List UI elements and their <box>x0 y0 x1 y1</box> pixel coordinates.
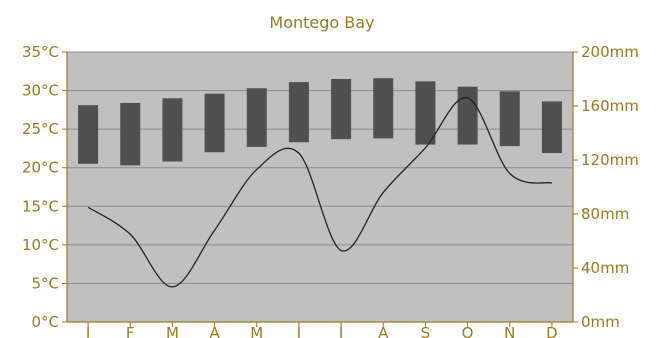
month-label-3: A <box>209 324 220 338</box>
temp-bar-4 <box>246 88 267 147</box>
month-label-9: O <box>462 324 474 338</box>
right-tick-label-2: 80mm <box>581 205 629 223</box>
right-tick-label-3: 120mm <box>581 151 639 169</box>
temp-bar-11 <box>541 101 562 154</box>
temp-bar-10 <box>499 91 520 147</box>
temp-bar-6 <box>331 79 352 140</box>
temp-bar-0 <box>78 105 99 164</box>
month-label-11: D <box>546 324 558 338</box>
left-tick-label-5: 25°C <box>22 120 59 138</box>
left-tick-label-3: 15°C <box>22 197 59 215</box>
month-label-7: A <box>378 324 389 338</box>
right-tick-label-5: 200mm <box>581 43 639 61</box>
left-tick-label-1: 5°C <box>31 274 59 292</box>
month-label-5: J <box>296 324 301 338</box>
chart-title: Montego Bay <box>269 13 374 32</box>
left-tick-label-2: 10°C <box>22 236 59 254</box>
temp-bar-8 <box>415 81 436 145</box>
right-tick-label-0: 0mm <box>581 313 620 331</box>
month-label-2: M <box>166 324 179 338</box>
right-axis: 0mm 40mm 80mm 120mm 160mm 200mm <box>572 43 639 331</box>
right-tick-label-1: 40mm <box>581 259 629 277</box>
temp-bar-5 <box>288 82 309 143</box>
month-label-6: J <box>338 324 343 338</box>
temp-bar-3 <box>204 93 225 153</box>
month-label-10: N <box>504 324 515 338</box>
temp-bar-9 <box>457 86 478 145</box>
temp-bar-2 <box>162 98 183 162</box>
month-label-0: J <box>85 324 90 338</box>
left-tick-label-0: 0°C <box>31 313 59 331</box>
left-tick-label-7: 35°C <box>22 43 59 61</box>
month-label-1: F <box>126 324 135 338</box>
left-tick-label-4: 20°C <box>22 159 59 177</box>
month-label-4: M <box>250 324 263 338</box>
plot-area <box>67 52 573 322</box>
temp-bar-1 <box>120 102 141 166</box>
month-label-8: S <box>421 324 431 338</box>
temp-bar-7 <box>373 78 394 139</box>
left-axis: 0°C 5°C 10°C 15°C 20°C 25°C 30°C 35°C <box>22 43 68 331</box>
left-tick-label-6: 30°C <box>22 82 59 100</box>
right-tick-label-4: 160mm <box>581 97 639 115</box>
precipitation-line <box>87 97 553 288</box>
